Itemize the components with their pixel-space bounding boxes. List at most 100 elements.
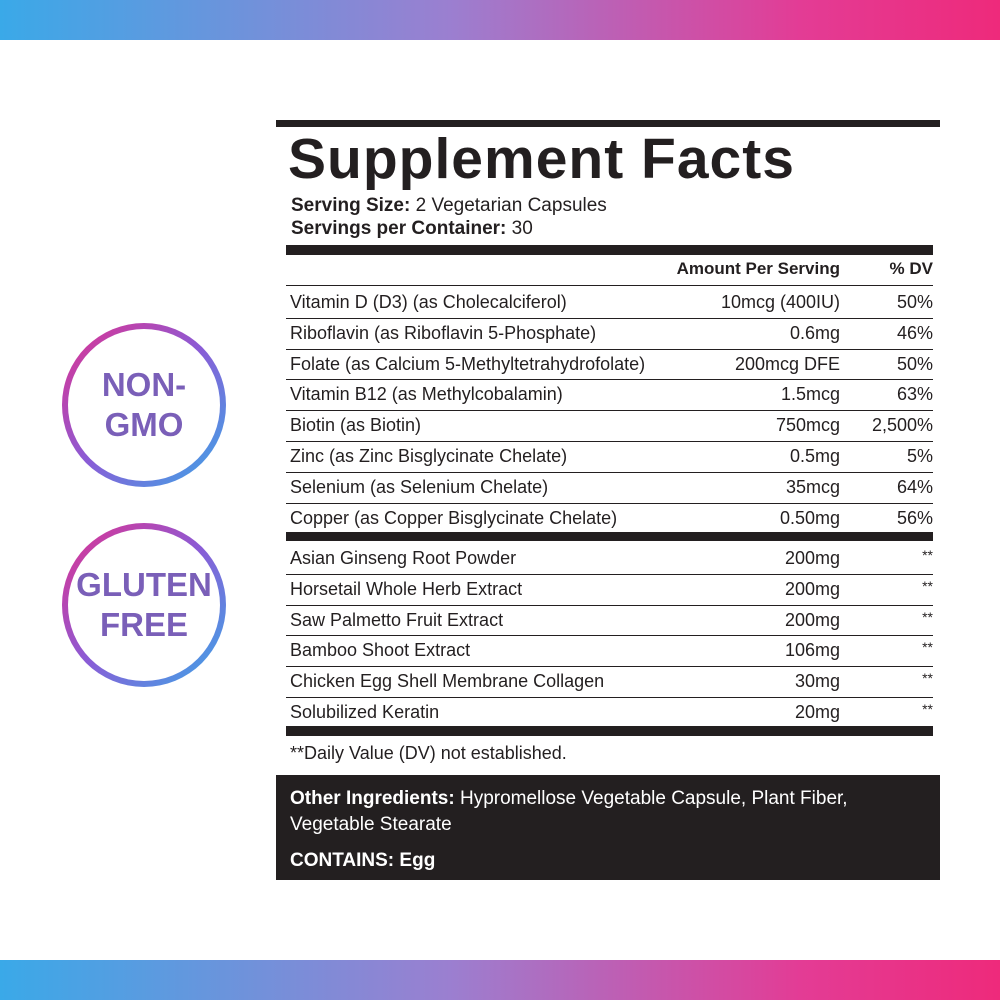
serving-size: Serving Size: 2 Vegetarian Capsules xyxy=(291,195,607,217)
dv: 50% xyxy=(896,353,933,374)
dv: ** xyxy=(922,608,933,625)
amount-header: Amount Per Serving xyxy=(676,259,840,278)
badge: GLUTEN FREE xyxy=(62,523,226,687)
rule xyxy=(286,532,933,541)
divider xyxy=(286,502,933,504)
dv: 64% xyxy=(896,476,933,497)
amount: 10mcg (400IU) xyxy=(720,292,840,312)
amount: 20mg xyxy=(794,702,840,722)
divider xyxy=(286,471,933,473)
value: Egg xyxy=(399,850,436,871)
bottom-gradient xyxy=(0,960,1000,1000)
divider xyxy=(286,410,933,412)
name: Zinc (as Zinc Bisglycinate Chelate) xyxy=(290,446,568,466)
value: 2 Vegetarian Capsules xyxy=(415,195,607,216)
amount: 200mg xyxy=(784,548,840,568)
name: Vitamin D (D3) (as Cholecalciferol) xyxy=(290,292,567,312)
title: Supplement Facts xyxy=(288,127,795,191)
other-ingredients: Other Ingredients: Hypromellose Vegetabl… xyxy=(290,786,910,838)
dv: ** xyxy=(922,639,933,656)
dv: ** xyxy=(922,577,933,594)
badge-inner: GLUTEN FREE xyxy=(68,529,220,681)
divider xyxy=(286,379,933,381)
amount: 750mcg xyxy=(775,415,840,436)
amount: 0.50mg xyxy=(779,507,840,528)
top-rule xyxy=(276,120,940,127)
divider xyxy=(286,441,933,442)
name: Asian Ginseng Root Powder xyxy=(290,548,517,568)
label: CONTAINS: xyxy=(290,850,395,871)
value: 30 xyxy=(511,218,533,239)
divider xyxy=(286,697,933,698)
divider xyxy=(286,604,933,606)
name: Riboflavin (as Riboflavin 5-Phosphate) xyxy=(290,322,597,343)
ingredient-row: Folate (as Calcium 5-Methyltetrahydrofol… xyxy=(290,349,933,379)
divider xyxy=(286,666,933,668)
dv: ** xyxy=(922,547,933,563)
label: Servings per Container: xyxy=(291,218,507,239)
ingredient-row: Bamboo Shoot Extract 106mg ** xyxy=(290,635,933,665)
ingredient-row: Vitamin D (D3) (as Cholecalciferol) 10mcg… xyxy=(290,287,933,317)
top-gradient xyxy=(0,0,1000,40)
dv: 63% xyxy=(896,384,933,405)
dv: 56% xyxy=(896,507,933,528)
name: Saw Palmetto Fruit Extract xyxy=(290,609,504,630)
divider xyxy=(286,317,933,319)
value: Hypromellose Vegetable Capsule, Plant Fi… xyxy=(290,788,848,835)
contains: CONTAINS: Egg xyxy=(290,850,435,872)
badge: NON- GMO xyxy=(62,323,226,487)
amount: 35mcg xyxy=(785,476,840,497)
ingredient-row: Zinc (as Zinc Bisglycinate Chelate) 0.5mg… xyxy=(290,441,933,471)
ingredient-row: Saw Palmetto Fruit Extract 200mg ** xyxy=(290,605,933,635)
name: Selenium (as Selenium Chelate) xyxy=(290,476,549,497)
amount: 30mg xyxy=(794,671,840,692)
ingredient-row: Asian Ginseng Root Powder 200mg ** xyxy=(290,543,933,573)
ingredient-row: Vitamin B12 (as Methylcobalamin) 1.5mcg 63… xyxy=(290,379,933,409)
dv-header: % DV xyxy=(889,259,933,278)
amount: 200mg xyxy=(784,609,840,630)
name: Biotin (as Biotin) xyxy=(290,415,422,436)
dv: ** xyxy=(922,701,933,717)
footnote: **Daily Value (DV) not established. xyxy=(290,743,567,763)
name: Vitamin B12 (as Methylcobalamin) xyxy=(290,384,563,405)
amount: 106mg xyxy=(784,640,840,661)
divider xyxy=(286,635,933,637)
dv: 5% xyxy=(906,446,933,466)
badge-text: FREE xyxy=(99,606,188,643)
name: Solubilized Keratin xyxy=(290,702,440,722)
divider xyxy=(286,573,933,575)
dv: ** xyxy=(922,670,933,687)
ingredient-row: Chicken Egg Shell Membrane Collagen 30mg *… xyxy=(290,666,933,696)
name: Bamboo Shoot Extract xyxy=(290,640,471,661)
badge-text: NON- xyxy=(101,366,187,403)
ingredient-row: Riboflavin (as Riboflavin 5-Phosphate) 0.… xyxy=(290,318,933,348)
divider xyxy=(286,285,933,286)
badge-text: GMO xyxy=(104,406,184,443)
dv: 46% xyxy=(896,322,933,343)
name: Copper (as Copper Bisglycinate Chelate) xyxy=(290,507,618,528)
divider xyxy=(286,348,933,350)
footer-box xyxy=(276,775,940,880)
badge-inner: NON- GMO xyxy=(68,329,220,481)
amount: 0.6mg xyxy=(789,322,840,343)
ingredient-row: Copper (as Copper Bisglycinate Chelate) 0… xyxy=(290,503,933,533)
ingredient-row: Biotin (as Biotin) 750mcg 2,500% xyxy=(290,410,933,440)
label: Serving Size: xyxy=(291,195,411,216)
rule xyxy=(286,245,933,255)
amount: 0.5mg xyxy=(789,446,840,466)
name: Chicken Egg Shell Membrane Collagen xyxy=(290,671,605,692)
badge-text: GLUTEN xyxy=(76,566,212,603)
ingredient-row: Solubilized Keratin 20mg ** xyxy=(290,697,933,727)
ingredient-row: Selenium (as Selenium Chelate) 35mcg 64% xyxy=(290,472,933,502)
name: Folate (as Calcium 5-Methyltetrahydrofol… xyxy=(290,353,646,374)
amount: 200mcg DFE xyxy=(734,353,840,374)
amount: 1.5mcg xyxy=(780,384,840,405)
servings: Servings per Container: 30 xyxy=(291,218,533,240)
dv: 50% xyxy=(896,292,933,312)
dv: 2,500% xyxy=(871,415,933,436)
rule xyxy=(286,726,933,736)
amount: 200mg xyxy=(784,578,840,599)
name: Horsetail Whole Herb Extract xyxy=(290,578,523,599)
ingredient-row: Horsetail Whole Herb Extract 200mg ** xyxy=(290,574,933,604)
